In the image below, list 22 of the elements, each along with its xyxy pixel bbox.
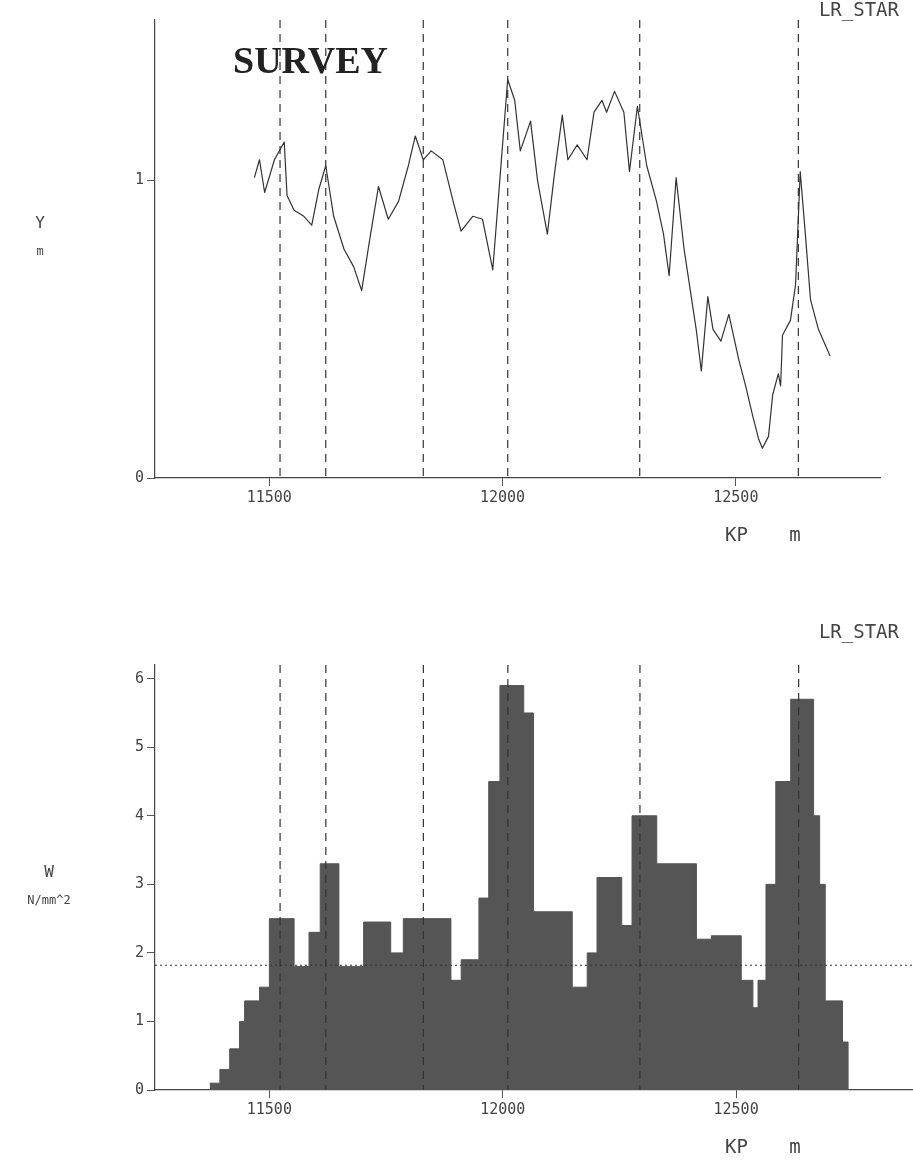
x-tick-label: 12000 xyxy=(479,487,526,506)
x-axis-title: KP m xyxy=(725,523,801,545)
y-tick-label: 4 xyxy=(134,805,144,824)
y-tick-label: 6 xyxy=(134,668,144,687)
y-tick-label: 1 xyxy=(134,170,144,189)
x-tick-label: 11500 xyxy=(246,487,292,506)
x-axis-title: KP m xyxy=(725,1135,801,1157)
x-tick-label: 12000 xyxy=(480,1099,526,1118)
y-tick-label: 0 xyxy=(134,467,144,486)
y-tick-label: 5 xyxy=(134,737,144,756)
x-tick-label: 11500 xyxy=(246,1099,292,1118)
text: SURVEY xyxy=(233,38,388,82)
y-tick-label: 0 xyxy=(134,1079,144,1098)
chart-subtitle: LR_STAR xyxy=(818,620,899,642)
y-tick-label: 3 xyxy=(134,874,144,893)
x-tick-label: 12500 xyxy=(713,1099,759,1118)
x-tick-label: 12500 xyxy=(713,487,759,506)
y-tick-label: 1 xyxy=(134,1011,144,1030)
y-tick-label: 2 xyxy=(134,942,144,961)
y-axis-title: W N/mm^2 xyxy=(26,860,72,909)
chart-subtitle: LR_STAR xyxy=(818,0,899,20)
y-axis-title: Y m xyxy=(34,212,46,260)
